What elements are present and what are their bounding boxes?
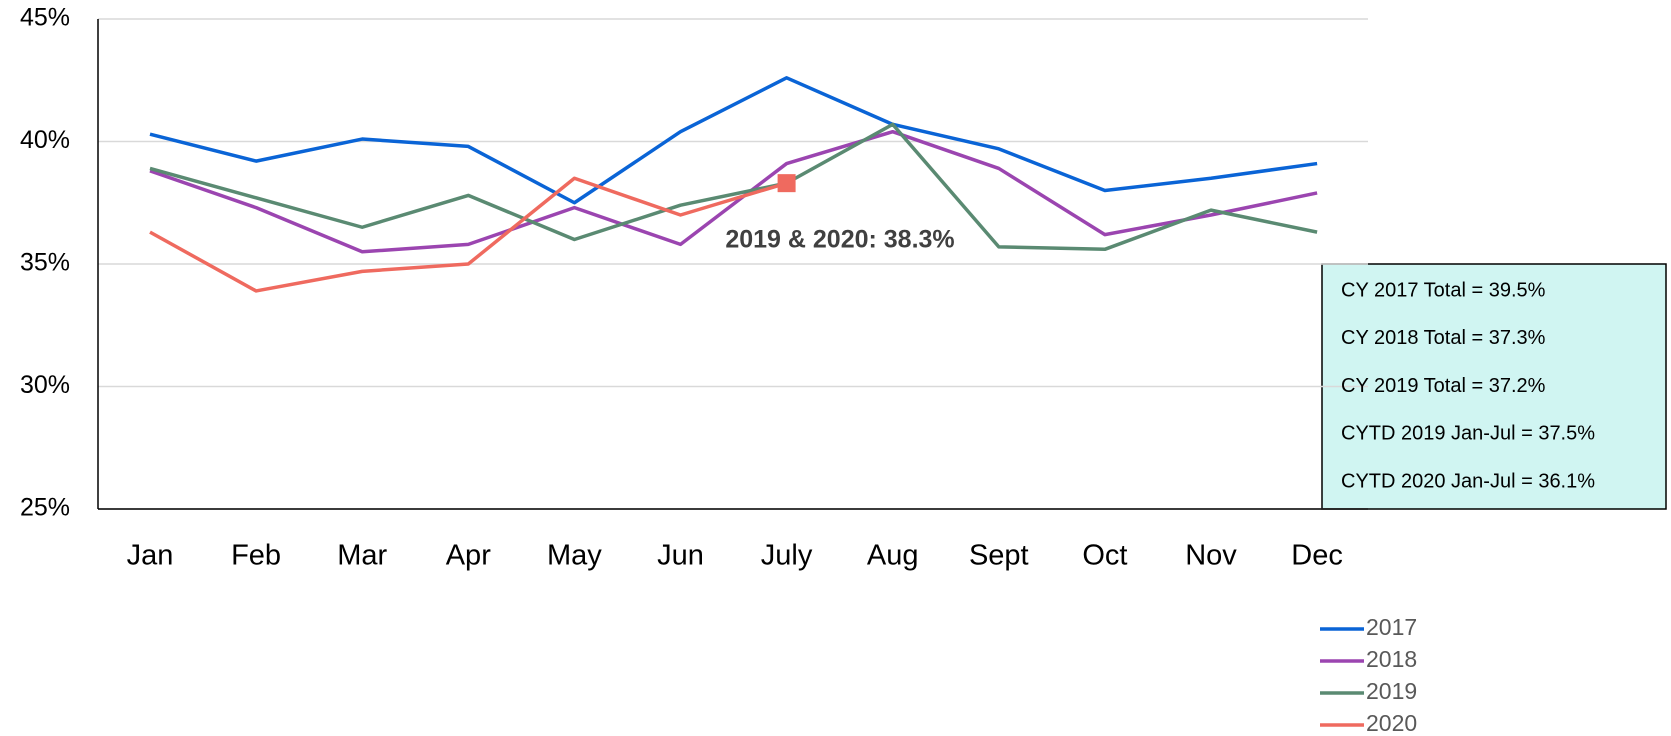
summary-line: CY 2019 Total = 37.2% (1341, 375, 1546, 397)
y-tick-label: 40% (20, 126, 70, 154)
summary-line: CY 2017 Total = 39.5% (1341, 279, 1546, 301)
y-tick-label: 30% (20, 371, 70, 399)
x-tick-label: Jan (127, 540, 174, 572)
series-line (149, 129, 1318, 254)
x-tick-label: Jun (657, 540, 704, 572)
summary-line: CYTD 2019 Jan-Jul = 37.5% (1341, 423, 1595, 445)
x-tick-label: Apr (446, 540, 491, 572)
legend-label: 2017 (1366, 614, 1417, 640)
x-tick-label: Mar (337, 540, 387, 572)
x-tick-label: Oct (1082, 540, 1127, 572)
series-line (149, 122, 1318, 252)
series-line (149, 76, 1318, 205)
x-tick-label: Nov (1185, 540, 1237, 572)
x-tick-label: July (761, 540, 813, 572)
annotation: 2019 & 2020: 38.3% (725, 226, 954, 254)
legend-label: 2019 (1366, 678, 1417, 704)
series-line (149, 176, 788, 293)
x-tick-label: Dec (1291, 540, 1343, 572)
legend-label: 2018 (1366, 646, 1417, 672)
summary-box (1321, 263, 1667, 510)
x-tick-label: Aug (867, 540, 919, 572)
x-tick-label: Sept (969, 540, 1029, 572)
y-tick-label: 25% (20, 494, 70, 522)
y-tick-label: 45% (20, 4, 70, 32)
x-tick-label: May (547, 540, 602, 572)
y-tick-label: 35% (20, 249, 70, 277)
point-marker (777, 174, 796, 193)
legend-label: 2020 (1366, 710, 1417, 736)
summary-line: CY 2018 Total = 37.3% (1341, 327, 1546, 349)
summary-line: CYTD 2020 Jan-Jul = 36.1% (1341, 470, 1595, 492)
x-tick-label: Feb (231, 540, 281, 572)
